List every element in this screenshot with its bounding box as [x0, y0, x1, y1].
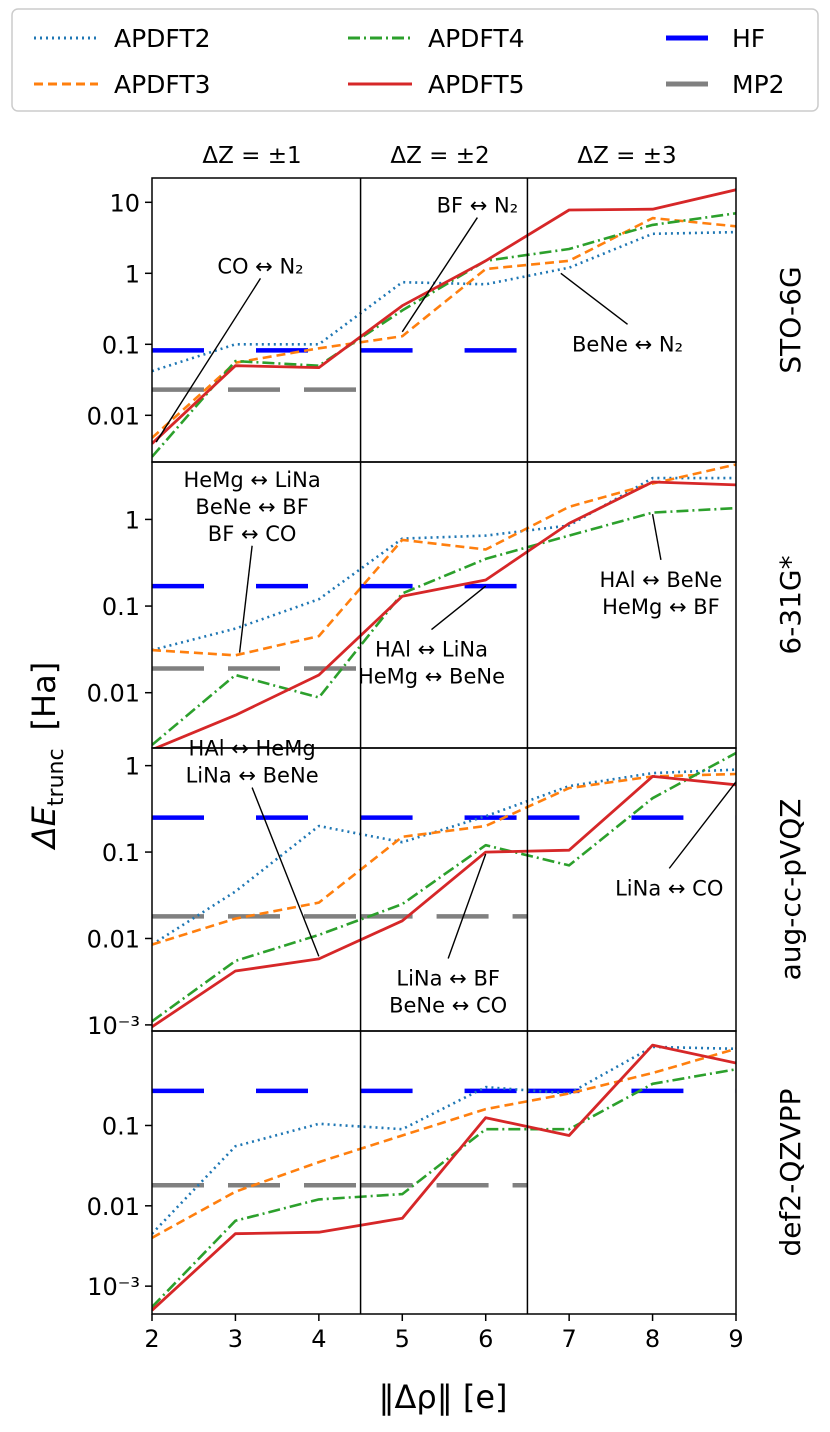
x-tick-label: 2	[144, 1325, 159, 1353]
legend-label-hf: HF	[732, 24, 765, 53]
legend-label-mp2: MP2	[732, 70, 785, 99]
basis-label-text: STO-6G	[774, 266, 807, 373]
panel-STO-6G: CO ↔ N₂ BF ↔ N₂ BeNe ↔ N₂ 0.01 0.1 1 10 STO-6G	[87, 177, 807, 463]
y-tick-label: 0.1	[102, 331, 140, 359]
x-tick-label: 8	[645, 1325, 660, 1353]
y-tick-label: 0.01	[87, 680, 140, 708]
series-apdft5	[152, 480, 736, 748]
legend-label-apdft2: APDFT2	[114, 24, 211, 53]
annotation-arrow-1	[431, 585, 487, 631]
y-tick-label: 10⁻³	[87, 1012, 140, 1040]
panels: CO ↔ N₂ BF ↔ N₂ BeNe ↔ N₂ 0.01 0.1 1 10 STO-6G H…	[87, 177, 807, 1353]
y-tick-label: 10	[109, 189, 140, 217]
y-tick-label: 0.1	[102, 593, 140, 621]
annotation-text: CO ↔ N₂	[217, 254, 303, 278]
basis-label: STO-6G	[774, 266, 807, 373]
series-apdft4	[152, 751, 736, 1023]
annotation-text: BeNe ↔ BF	[195, 495, 308, 519]
annotation-text: BeNe ↔ CO	[389, 994, 507, 1018]
annotation-text: HeMg ↔ BeNe	[358, 665, 505, 689]
legend-label-apdft4: APDFT4	[428, 24, 525, 53]
panel-frame	[151, 1030, 737, 1315]
series-apdft3	[152, 772, 736, 946]
svg-text:ΔEtrunc[Ha]: ΔEtrunc [Ha]	[25, 662, 69, 851]
legend-box	[11, 8, 819, 112]
x-tick-label: 3	[228, 1325, 243, 1353]
annotation-text: HeMg ↔ LiNa	[184, 468, 321, 492]
annotation-text: BF ↔ N₂	[437, 194, 519, 218]
annotation-arrow-1	[447, 853, 487, 959]
basis-label-text: 6-31G*	[774, 555, 807, 654]
annotation-arrow-2	[560, 272, 628, 325]
plot-area	[152, 1043, 736, 1312]
y-tick-label: 1	[125, 260, 140, 288]
annotation-arrow-1	[401, 217, 478, 333]
basis-label-text: def2-QZVPP	[774, 1089, 807, 1257]
y-tick-label: 0.1	[102, 1112, 140, 1140]
basis-label: def2-QZVPP	[774, 1089, 807, 1257]
annotation-text: HeMg ↔ BF	[602, 595, 720, 619]
column-header-2: ΔZ = ±2	[390, 143, 489, 169]
x-tick-label: 9	[728, 1325, 743, 1353]
y-tick-label: 1	[125, 753, 140, 781]
y-tick-label: 0.1	[102, 839, 140, 867]
series-apdft4	[152, 1068, 736, 1308]
series-apdft4	[152, 212, 736, 458]
y-tick-label: 0.01	[87, 925, 140, 953]
annotation-arrow-2	[651, 514, 662, 561]
x-axis-label: ‖Δρ‖ [e]	[378, 1378, 507, 1416]
series-apdft3	[152, 216, 736, 439]
column-header-3: ΔZ = ±3	[577, 143, 676, 169]
annotation-text: BeNe ↔ N₂	[572, 332, 683, 356]
annotation-text: LiNa ↔ CO	[615, 876, 723, 900]
series-apdft2	[152, 1045, 736, 1235]
basis-label: 6-31G*	[774, 555, 807, 654]
y-tick-label: 10⁻³	[87, 1273, 140, 1301]
annotation-text: LiNa ↔ BeNe	[186, 764, 319, 788]
plot-area	[152, 463, 736, 748]
y-tick-label: 0.01	[87, 402, 140, 430]
annotation-text: HAl ↔ BeNe	[599, 568, 722, 592]
annotation-arrow-2	[668, 781, 737, 869]
annotation-arrow-0	[251, 787, 320, 957]
series-apdft5	[152, 775, 736, 1028]
legend-label-apdft5: APDFT5	[428, 70, 525, 99]
x-tick-label: 7	[562, 1325, 577, 1353]
plot-area	[152, 751, 736, 1028]
y-tick-label: 1	[125, 506, 140, 534]
y-tick-label: 0.01	[87, 1193, 140, 1221]
legend: APDFT2 APDFT4 HF APDFT3 APDFT5 MP2	[11, 8, 819, 112]
legend-label-apdft3: APDFT3	[114, 70, 211, 99]
y-axis-label-main: ΔE	[25, 805, 63, 851]
series-apdft5	[152, 1043, 736, 1312]
annotation-text: HAl ↔ LiNa	[375, 638, 488, 662]
series-apdft2	[152, 476, 736, 652]
basis-label: aug-cc-pVQZ	[774, 799, 807, 981]
series-apdft5	[152, 188, 736, 445]
x-tick-label: 4	[311, 1325, 326, 1353]
x-tick-label: 6	[478, 1325, 493, 1353]
y-axis-label: ΔEtrunc [Ha]	[25, 662, 69, 851]
panel-6-31G*: HeMg ↔ LiNa BeNe ↔ BF BF ↔ CO HAl ↔ LiNa HeM…	[87, 461, 807, 749]
y-axis-label-sub: trunc	[44, 748, 69, 806]
column-header-1: ΔZ = ±1	[202, 143, 301, 169]
annotation-arrow-0	[155, 278, 262, 443]
y-axis-label-unit: [Ha]	[25, 662, 63, 731]
plot-area	[152, 188, 736, 458]
annotation-text: BF ↔ CO	[208, 522, 297, 546]
series-apdft3	[152, 1047, 736, 1239]
annotation-arrow-0	[238, 545, 253, 653]
panel-def2-QZVPP: 10⁻³ 0.01 0.1 2 3 4 5 6 7 8 9 def2-QZVPP	[87, 1030, 807, 1353]
x-tick-label: 5	[395, 1325, 410, 1353]
basis-label-text: aug-cc-pVQZ	[774, 799, 807, 981]
annotation-text: LiNa ↔ BF	[396, 967, 500, 991]
series-apdft4	[152, 506, 736, 746]
